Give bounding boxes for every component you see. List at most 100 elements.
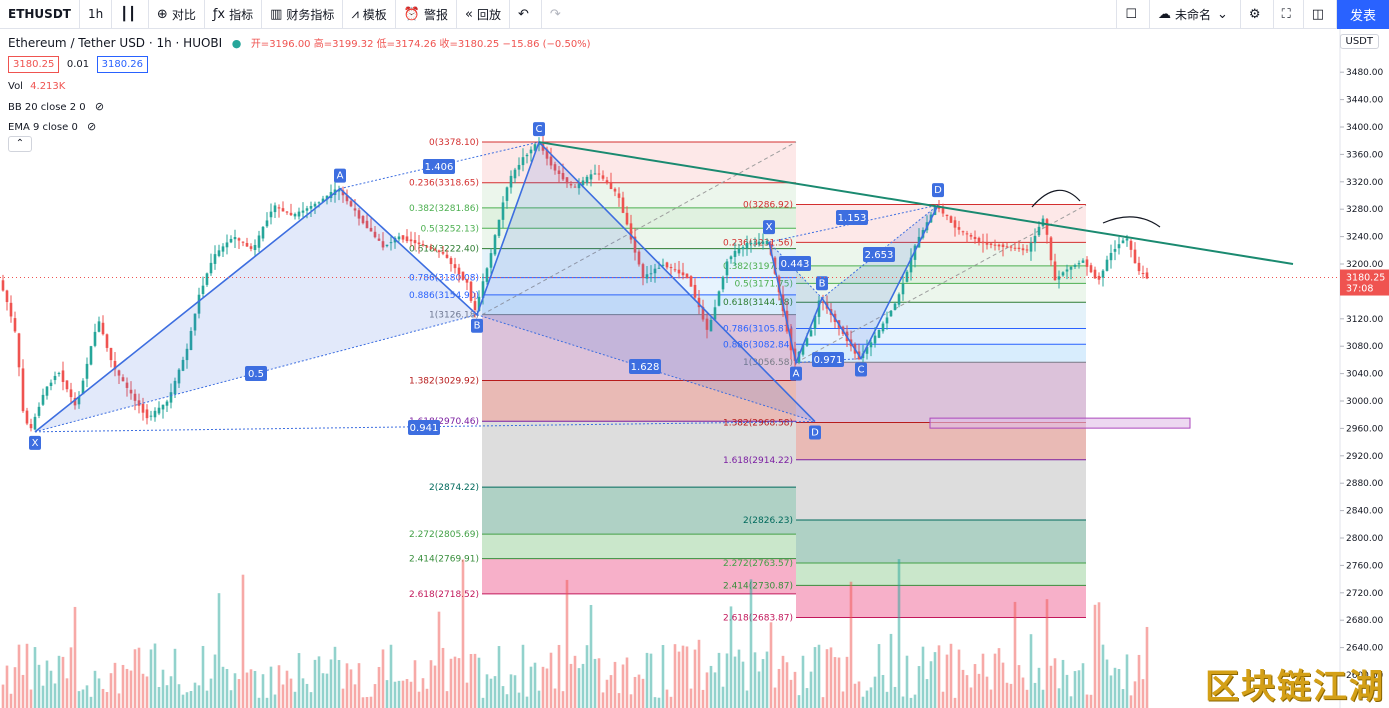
candle-body bbox=[561, 172, 565, 180]
bb-indicator-legend[interactable]: BB 20 close 2 0 ⊘ bbox=[8, 100, 104, 113]
candle-body bbox=[29, 424, 33, 429]
indicators-button[interactable]: ƒx 指标 bbox=[205, 0, 263, 29]
candle-body bbox=[189, 331, 193, 351]
chevron-down-icon: ⌄ bbox=[1217, 6, 1228, 22]
volume-bar bbox=[861, 696, 865, 708]
candle-body bbox=[945, 214, 949, 217]
chart-style-button[interactable]: ┃┃ bbox=[112, 0, 149, 29]
candle-body bbox=[957, 227, 961, 230]
fib-right-zone bbox=[796, 302, 1086, 329]
fib-left-zone bbox=[482, 421, 796, 488]
volume-bar bbox=[225, 668, 229, 708]
candle-body bbox=[49, 382, 53, 387]
volume-bar bbox=[57, 655, 61, 708]
volume-bar bbox=[369, 696, 373, 708]
volume-bar bbox=[869, 687, 873, 708]
volume-bar bbox=[441, 647, 445, 708]
candle-body bbox=[137, 400, 141, 406]
interval-button[interactable]: 1h bbox=[80, 0, 113, 29]
publish-button[interactable]: 发表 bbox=[1336, 0, 1389, 29]
volume-bar bbox=[561, 691, 565, 708]
candle-body bbox=[485, 268, 489, 282]
alert-button[interactable]: ⏰ 警报 bbox=[396, 0, 457, 29]
volume-bar bbox=[949, 643, 953, 708]
undo-button[interactable]: ↶ bbox=[510, 0, 542, 29]
candle-body bbox=[313, 203, 317, 207]
candle-body bbox=[513, 169, 517, 179]
candle-body bbox=[753, 242, 757, 244]
candle-body bbox=[117, 370, 121, 376]
candle-body bbox=[517, 164, 521, 170]
price-scale-bg bbox=[1340, 29, 1389, 708]
volume-bar bbox=[977, 673, 981, 708]
collapse-legend-button[interactable]: ⌃ bbox=[8, 136, 32, 152]
volume-bar bbox=[1081, 663, 1085, 708]
volume-bar bbox=[945, 654, 949, 708]
volume-bar bbox=[1085, 694, 1089, 708]
templates-button[interactable]: ⩘ 模板 bbox=[343, 0, 396, 29]
candle-body bbox=[397, 236, 401, 240]
volume-bar bbox=[1113, 667, 1117, 708]
candle-body bbox=[113, 360, 117, 370]
volume-bar bbox=[705, 672, 709, 708]
bid-price[interactable]: 3180.25 bbox=[8, 56, 60, 73]
volume-bar bbox=[1049, 665, 1053, 708]
volume-bar bbox=[125, 668, 129, 708]
volume-bar bbox=[333, 646, 337, 708]
fullscreen-button[interactable]: ⛶ bbox=[1274, 0, 1304, 29]
volume-bar bbox=[37, 664, 41, 708]
volume-bar bbox=[1093, 604, 1097, 708]
candle-body bbox=[809, 330, 813, 337]
replay-button[interactable]: «回放 bbox=[457, 0, 510, 29]
candle-body bbox=[985, 243, 989, 245]
volume-bar bbox=[53, 683, 57, 708]
volume-bar bbox=[161, 669, 165, 708]
volume-bar bbox=[181, 694, 185, 708]
symbol-search-button[interactable]: ETHUSDT bbox=[0, 0, 80, 29]
candle-body bbox=[637, 251, 641, 265]
fib-right-zone bbox=[796, 422, 1086, 460]
volume-bar bbox=[773, 687, 777, 708]
volume-bar bbox=[277, 665, 281, 708]
redo-button[interactable]: ↷ bbox=[542, 0, 573, 29]
volume-bar bbox=[153, 643, 157, 708]
candle-body bbox=[185, 348, 189, 361]
eye-hidden-icon[interactable]: ⊘ bbox=[87, 120, 97, 133]
financials-button[interactable]: ▥ 财务指标 bbox=[262, 0, 344, 29]
fullscreen-icon: ⛶ bbox=[1281, 6, 1291, 22]
eye-hidden-icon[interactable]: ⊘ bbox=[94, 100, 105, 113]
volume-bar bbox=[413, 660, 417, 708]
fib-left-level-label: 0(3378.10) bbox=[429, 138, 479, 148]
top-toolbar: ETHUSDT 1h ┃┃ ⊕ 对比 ƒx 指标 ▥ 财务指标 ⩘ 模板 ⏰ 警报 «回放… bbox=[0, 0, 1389, 29]
financials-label: 财务指标 bbox=[286, 7, 335, 22]
volume-bar bbox=[409, 681, 413, 708]
candle-body bbox=[953, 220, 957, 228]
candle-body bbox=[433, 249, 437, 251]
fib-right-level-label: 2.272(2763.57) bbox=[723, 559, 793, 569]
volume-bar bbox=[525, 696, 529, 708]
fullscreen-layout-button[interactable]: ☐ bbox=[1116, 0, 1150, 29]
candle-body bbox=[221, 246, 225, 252]
interval-label: 1h bbox=[88, 7, 104, 21]
volume-bar bbox=[1089, 694, 1093, 708]
currency-button[interactable]: USDT bbox=[1339, 34, 1379, 49]
volume-bar bbox=[873, 676, 877, 708]
settings-button[interactable]: ⚙ bbox=[1241, 0, 1274, 29]
snapshot-button[interactable]: ◫ bbox=[1304, 0, 1337, 29]
candle-body bbox=[181, 359, 185, 371]
candle-body bbox=[761, 241, 765, 244]
ema-indicator-legend[interactable]: EMA 9 close 0 ⊘ bbox=[8, 120, 96, 133]
ratio-abc-left: 1.406 bbox=[425, 162, 454, 173]
volume-bar bbox=[637, 674, 641, 708]
candle-body bbox=[557, 170, 561, 175]
candle-body bbox=[1, 280, 5, 291]
price-chart[interactable]: 0(3378.10) 0.236(3318.65) 0.382(3281.86) 0.… bbox=[0, 29, 1389, 708]
harmonic-right-bcd-fill bbox=[822, 205, 938, 359]
volume-bar bbox=[205, 690, 209, 708]
compare-button[interactable]: ⊕ 对比 bbox=[149, 0, 205, 29]
volume-bar bbox=[845, 656, 849, 708]
ask-price[interactable]: 3180.26 bbox=[96, 56, 148, 73]
layout-name-button[interactable]: ☁ 未命名 ⌄ bbox=[1150, 0, 1241, 29]
volume-bar bbox=[269, 666, 273, 708]
